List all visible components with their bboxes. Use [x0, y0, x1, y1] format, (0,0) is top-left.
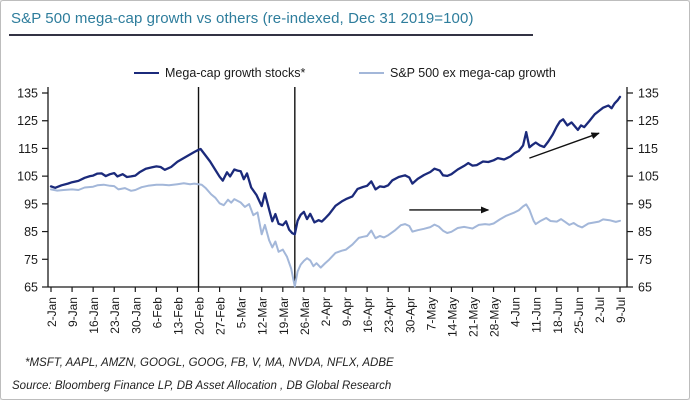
axes: [47, 87, 628, 288]
svg-text:14-May: 14-May: [445, 297, 459, 337]
legend-item-ex-mega-cap: S&P 500 ex mega-cap growth: [359, 66, 556, 80]
svg-text:135: 135: [17, 87, 38, 101]
legend-item-mega-cap: Mega-cap growth stocks*: [134, 66, 305, 80]
svg-text:30-Jan: 30-Jan: [129, 297, 143, 334]
source-footnote: Source: Bloomberg Finance LP, DB Asset A…: [12, 380, 392, 392]
svg-text:2-Jan: 2-Jan: [45, 297, 59, 327]
svg-text:23-Apr: 23-Apr: [382, 297, 396, 333]
y-tick-labels: 65 65 75 75 85 85 95 95 105 105 115 115 125 125 135 135: [17, 87, 659, 295]
page-title: S&P 500 mega-cap growth vs others (re-in…: [11, 10, 474, 27]
series-ex-mega-cap-line: [50, 182, 621, 288]
svg-text:125: 125: [638, 114, 659, 128]
legend-line-swatch-mega-cap-icon: [134, 72, 159, 74]
svg-text:28-May: 28-May: [488, 297, 502, 337]
svg-text:115: 115: [638, 142, 658, 156]
svg-text:7-May: 7-May: [424, 297, 438, 330]
constituents-footnote: *MSFT, AAPL, AMZN, GOOGL, GOOG, FB, V, M…: [25, 357, 394, 369]
svg-text:26-Mar: 26-Mar: [298, 297, 312, 335]
svg-text:105: 105: [17, 170, 38, 184]
svg-text:65: 65: [638, 281, 652, 295]
trend-arrow: [529, 132, 600, 159]
svg-text:18-Jun: 18-Jun: [551, 297, 565, 334]
svg-text:95: 95: [638, 197, 652, 211]
svg-text:12-Mar: 12-Mar: [256, 297, 270, 335]
svg-text:23-Jan: 23-Jan: [108, 297, 122, 334]
svg-text:30-Apr: 30-Apr: [403, 297, 417, 333]
legend-label-ex-mega-cap: S&P 500 ex mega-cap growth: [390, 66, 556, 80]
svg-text:75: 75: [638, 253, 652, 267]
svg-text:125: 125: [17, 114, 38, 128]
svg-text:4-Jun: 4-Jun: [509, 297, 523, 327]
svg-text:9-Jan: 9-Jan: [66, 297, 80, 327]
svg-text:9-Apr: 9-Apr: [340, 297, 354, 326]
svg-text:21-May: 21-May: [466, 297, 480, 337]
svg-text:65: 65: [24, 281, 38, 295]
series-mega-cap-line: [49, 95, 622, 236]
svg-text:85: 85: [24, 225, 38, 239]
svg-text:16-Apr: 16-Apr: [361, 297, 375, 333]
svg-text:2-Jul: 2-Jul: [593, 297, 607, 323]
x-tick-labels: 2-Jan 9-Jan 16-Jan 23-Jan 30-Jan 6-Feb 13-Feb 2…: [45, 287, 628, 337]
svg-text:19-Mar: 19-Mar: [277, 297, 291, 335]
svg-text:25-Jun: 25-Jun: [572, 297, 586, 334]
legend-label-mega-cap: Mega-cap growth stocks*: [165, 66, 306, 80]
svg-text:2-Apr: 2-Apr: [319, 297, 333, 326]
svg-text:5-Mar: 5-Mar: [235, 297, 249, 328]
svg-text:27-Feb: 27-Feb: [214, 297, 228, 335]
svg-text:135: 135: [638, 87, 659, 101]
svg-text:6-Feb: 6-Feb: [150, 297, 164, 329]
legend-line-swatch-ex-mega-cap-icon: [359, 72, 384, 74]
svg-text:115: 115: [18, 142, 38, 156]
svg-text:95: 95: [24, 197, 38, 211]
svg-text:20-Feb: 20-Feb: [193, 297, 207, 335]
svg-text:16-Jan: 16-Jan: [87, 297, 101, 334]
svg-text:11-Jun: 11-Jun: [530, 297, 544, 333]
svg-text:9-Jul: 9-Jul: [614, 297, 628, 323]
svg-text:75: 75: [24, 253, 38, 267]
title-underline: [9, 34, 533, 36]
svg-text:13-Feb: 13-Feb: [171, 297, 185, 335]
svg-text:85: 85: [638, 225, 652, 239]
svg-text:105: 105: [638, 170, 659, 184]
